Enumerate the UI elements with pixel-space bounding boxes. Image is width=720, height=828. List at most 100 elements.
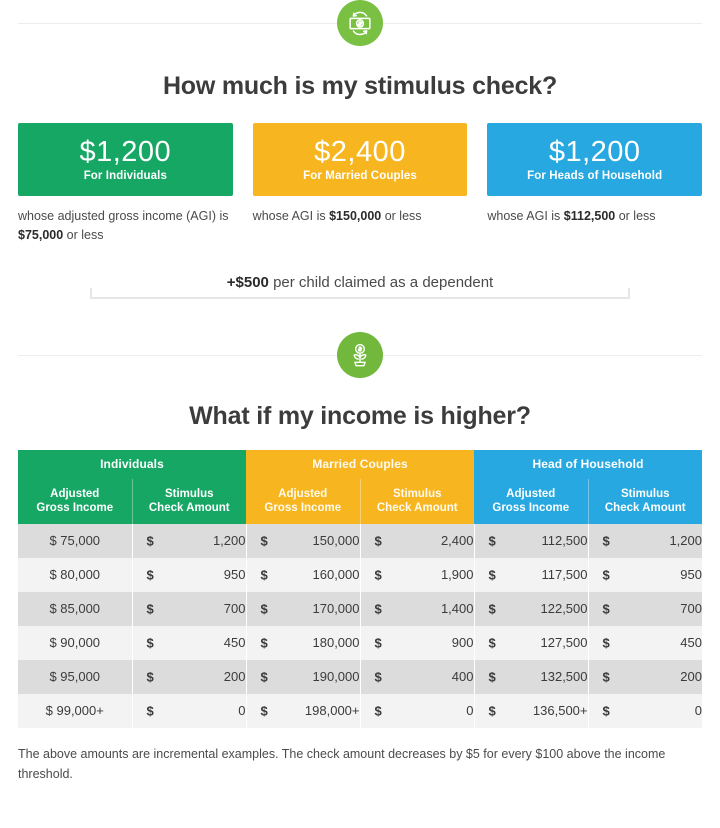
currency-symbol: $ bbox=[488, 669, 496, 685]
cell-value: $ 90,000 bbox=[49, 635, 101, 651]
cell-value: 2,400 bbox=[440, 533, 474, 549]
cell-hoh-agi: $127,500 bbox=[473, 625, 588, 660]
cell-value: 127,500 bbox=[540, 635, 588, 651]
currency-symbol: $ bbox=[602, 601, 610, 617]
cell-value: 200 bbox=[680, 669, 702, 685]
cell-value: 136,500+ bbox=[532, 703, 588, 719]
cell-hoh-amount: $1,200 bbox=[587, 523, 702, 558]
cell-hoh-agi: $117,500 bbox=[473, 557, 588, 592]
currency-symbol: $ bbox=[260, 669, 268, 685]
cell-married-agi: $180,000 bbox=[245, 625, 360, 660]
dependent-bracket-row: +$500 per child claimed as a dependent bbox=[0, 272, 720, 306]
cell-value: 0 bbox=[238, 703, 246, 719]
subheader-married-amount: Stimulus Check Amount bbox=[359, 478, 474, 524]
cell-hoh-amount: $450 bbox=[587, 625, 702, 660]
cell-hoh-agi: $132,500 bbox=[473, 659, 588, 694]
table-row: $ 95,000 $200 $190,000 $400 $132,500 $20… bbox=[18, 659, 702, 694]
currency-symbol: $ bbox=[260, 635, 268, 651]
cell-value: 1,900 bbox=[440, 567, 474, 583]
cell-value: 170,000 bbox=[312, 601, 360, 617]
cell-hoh-amount: $950 bbox=[587, 557, 702, 592]
subheader-hoh-amount: Stimulus Check Amount bbox=[587, 478, 702, 524]
money-exchange-icon bbox=[337, 0, 383, 46]
currency-symbol: $ bbox=[374, 533, 382, 549]
note-prefix: whose AGI is bbox=[252, 209, 330, 223]
money-plant-growth-icon bbox=[337, 331, 383, 378]
cell-individuals-agi: $ 99,000+ bbox=[18, 694, 132, 728]
subheader-line-1: Stimulus bbox=[620, 487, 670, 500]
cell-married-amount: $1,900 bbox=[359, 557, 474, 592]
cell-value: 950 bbox=[680, 567, 702, 583]
currency-symbol: $ bbox=[146, 669, 154, 685]
subheader-individuals-amount: Stimulus Check Amount bbox=[131, 478, 246, 524]
group-header-row: Individuals Married Couples Head of Hous… bbox=[18, 449, 702, 479]
currency-symbol: $ bbox=[488, 533, 496, 549]
cell-value: 0 bbox=[694, 703, 702, 719]
cell-value: 200 bbox=[223, 669, 246, 685]
card-note-married-couples: whose AGI is $150,000 or less bbox=[253, 207, 468, 226]
subheader-line-1: Adjusted bbox=[50, 487, 100, 500]
cell-individuals-agi: $ 95,000 bbox=[18, 660, 132, 694]
note-threshold: $150,000 bbox=[329, 209, 382, 223]
cell-married-agi: $170,000 bbox=[245, 591, 360, 626]
subheader-line-1: Stimulus bbox=[392, 487, 442, 500]
subheader-line-2: Check Amount bbox=[376, 502, 458, 515]
table-head: Individuals Married Couples Head of Hous… bbox=[18, 449, 702, 524]
currency-symbol: $ bbox=[602, 703, 610, 719]
income-table: Individuals Married Couples Head of Hous… bbox=[18, 449, 702, 728]
card-amount: $2,400 bbox=[314, 136, 406, 169]
cell-married-agi: $198,000+ bbox=[245, 693, 360, 728]
cell-individuals-amount: $450 bbox=[131, 625, 246, 660]
cell-individuals-amount: $950 bbox=[131, 557, 246, 592]
cell-married-agi: $150,000 bbox=[245, 523, 360, 558]
note-suffix: or less bbox=[63, 228, 104, 243]
currency-symbol: $ bbox=[146, 635, 154, 651]
sub-header-row: Adjusted Gross Income Stimulus Check Amo… bbox=[18, 478, 702, 524]
subheader-line-2: Check Amount bbox=[604, 502, 686, 515]
currency-symbol: $ bbox=[374, 635, 382, 651]
card-note-individuals: whose adjusted gross income (AGI) is $75… bbox=[18, 207, 233, 246]
group-header-married-couples: Married Couples bbox=[246, 449, 474, 479]
currency-symbol: $ bbox=[146, 533, 154, 549]
dependent-note: +$500 per child claimed as a dependent bbox=[212, 273, 508, 291]
cell-value: 1,400 bbox=[440, 601, 474, 617]
currency-symbol: $ bbox=[260, 703, 268, 719]
table-row: $ 99,000+ $0 $198,000+ $0 $136,500+ $0 bbox=[18, 693, 702, 728]
cell-value: 1,200 bbox=[212, 533, 246, 549]
card-amount: $1,200 bbox=[79, 136, 172, 169]
table-row: $ 90,000 $450 $180,000 $900 $127,500 $45… bbox=[18, 625, 702, 660]
cell-individuals-amount: $200 bbox=[131, 659, 246, 694]
cell-value: $ 75,000 bbox=[49, 533, 101, 549]
cell-value: 450 bbox=[223, 635, 246, 651]
group-header-head-of-household: Head of Household bbox=[474, 449, 702, 479]
cell-value: 122,500 bbox=[540, 601, 588, 617]
cell-individuals-amount: $0 bbox=[131, 693, 246, 728]
table-row: $ 80,000 $950 $160,000 $1,900 $117,500 $… bbox=[18, 557, 702, 592]
cell-value: 700 bbox=[680, 601, 702, 617]
currency-symbol: $ bbox=[374, 567, 382, 583]
currency-symbol: $ bbox=[146, 703, 154, 719]
subheader-individuals-agi: Adjusted Gross Income bbox=[18, 478, 132, 524]
cell-individuals-agi: $ 80,000 bbox=[18, 558, 132, 592]
note-prefix: whose AGI is bbox=[487, 209, 564, 223]
cell-value: 150,000 bbox=[312, 533, 360, 549]
section-2-title: What if my income is higher? bbox=[189, 401, 531, 430]
subheader-line-2: Gross Income bbox=[492, 502, 570, 515]
cell-value: 132,500 bbox=[540, 669, 588, 685]
subheader-hoh-agi: Adjusted Gross Income bbox=[474, 478, 588, 524]
cell-married-agi: $190,000 bbox=[245, 659, 360, 694]
note-suffix: or less bbox=[381, 209, 422, 223]
cell-married-amount: $2,400 bbox=[359, 523, 474, 558]
currency-symbol: $ bbox=[146, 601, 154, 617]
subheader-line-1: Adjusted bbox=[506, 487, 556, 500]
card-note-heads-of-household: whose AGI is $112,500 or less bbox=[487, 207, 702, 226]
currency-symbol: $ bbox=[488, 567, 496, 583]
cell-individuals-amount: $1,200 bbox=[131, 523, 246, 558]
card-individuals: $1,200 For Individuals whose adjusted gr… bbox=[18, 123, 233, 246]
note-threshold: $112,500 bbox=[563, 209, 616, 223]
card-label: For Married Couples bbox=[303, 169, 417, 182]
cell-value: 160,000 bbox=[312, 567, 360, 583]
subheader-line-2: Check Amount bbox=[148, 502, 230, 515]
cell-individuals-agi: $ 75,000 bbox=[18, 524, 132, 558]
cell-value: 198,000+ bbox=[304, 703, 360, 719]
